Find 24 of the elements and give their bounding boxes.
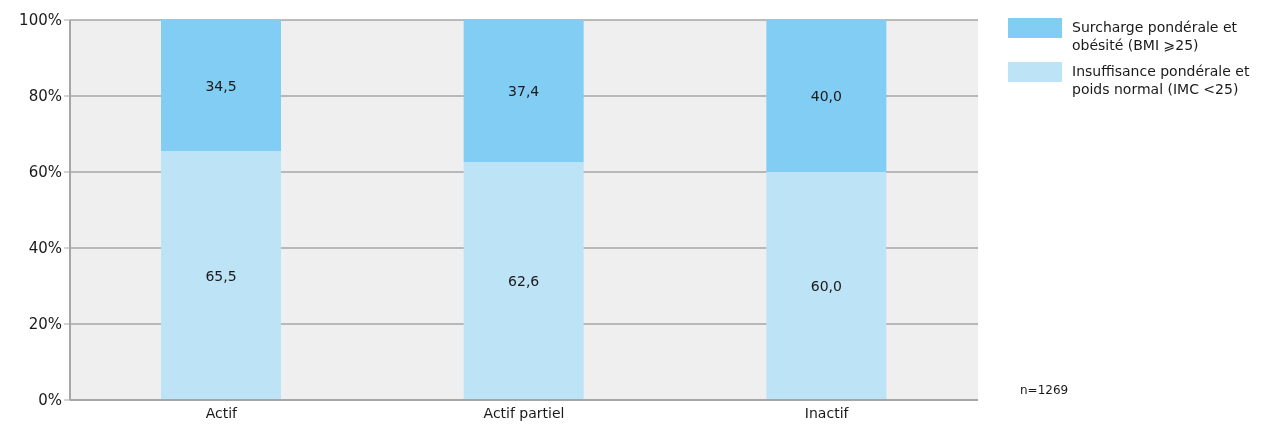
y-tick-label: 80% [28,87,62,106]
text: n=1269 [1020,383,1069,397]
bar [766,20,887,172]
bar [161,20,281,152]
data-label: 34,5 [205,77,237,94]
legend-label: Insuffisance pondérale et poids normal (IMC <25) [1072,62,1251,98]
data-label: 40,0 [810,87,842,104]
y-tick-label: 60% [28,163,62,182]
bar [463,20,584,163]
data-label: 65,5 [205,267,237,284]
x-tick-label: Actif partiel [483,404,565,421]
y-tick-label: 20% [28,315,62,334]
y-tick-label: 100% [19,11,62,30]
bar [161,151,281,400]
x-tick-label: Actif [205,404,239,421]
x-tick-label: Inactif [804,404,850,421]
bar [766,172,887,400]
data-label: 60,0 [810,277,842,294]
bar [463,162,584,400]
legend-label: Surcharge pondérale et obésité (BMI ⩾25) [1072,18,1239,54]
y-tick-label: 0% [38,391,62,410]
data-label: 37,4 [508,83,540,100]
y-tick-label: 40% [28,239,62,258]
data-label: 62,6 [508,273,540,290]
